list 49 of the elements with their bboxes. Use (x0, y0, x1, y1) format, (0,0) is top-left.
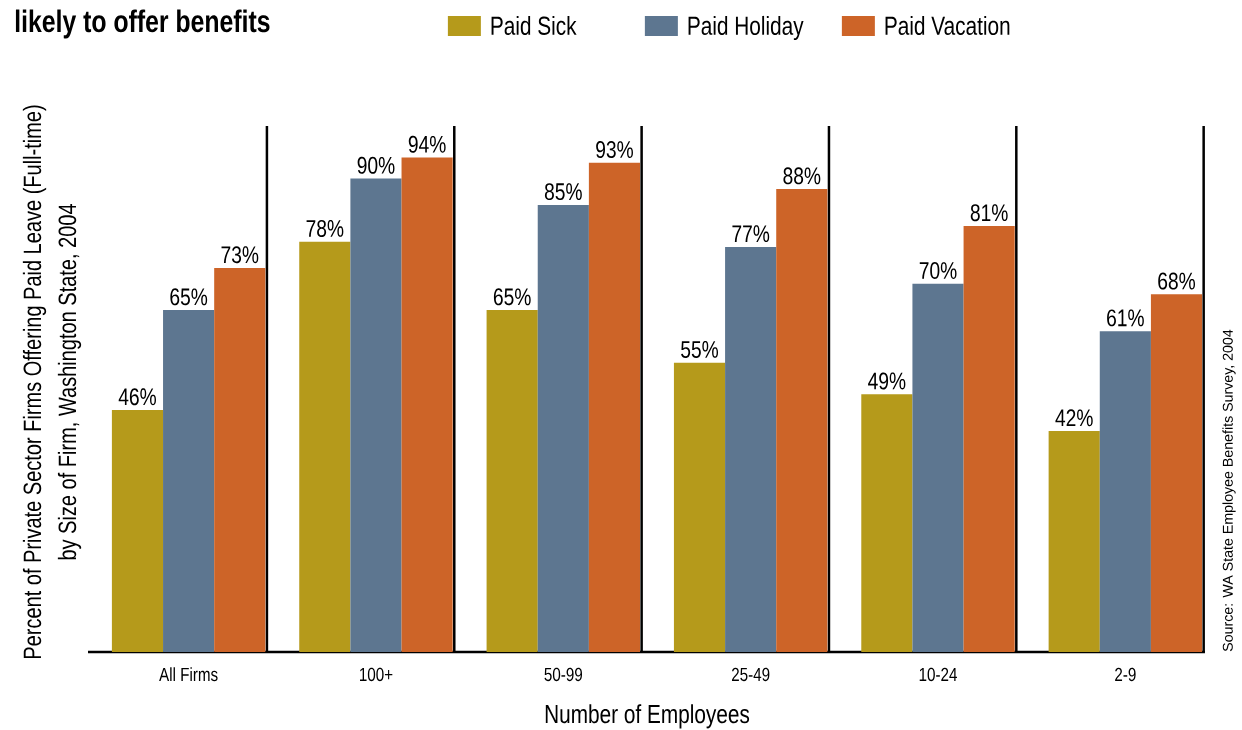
bar (963, 225, 1015, 652)
bar (486, 310, 538, 652)
data-label: 94% (408, 135, 446, 153)
data-label: 85% (544, 183, 582, 201)
data-label: 46% (118, 388, 156, 406)
data-label: 78% (306, 219, 344, 237)
data-label: 73% (221, 246, 259, 264)
data-label: 77% (732, 225, 770, 243)
legend-label: Paid Sick (491, 15, 577, 35)
data-label: 65% (170, 288, 208, 306)
legend-label: Paid Vacation (885, 15, 1010, 35)
bar (912, 283, 964, 652)
chart-title: likely to offer benefits (15, 9, 270, 39)
data-label: 42% (1055, 409, 1093, 427)
bar (111, 410, 164, 652)
data-label: 61% (1107, 309, 1144, 327)
bar (673, 362, 726, 652)
y-axis-title: Percent of Private Sector Firms Offering Paid Leave (Full-time) by Size of Firm, Washington State, 2004 (22, 105, 82, 659)
bar (1150, 294, 1203, 652)
data-label: 55% (681, 341, 719, 358)
bar (214, 268, 266, 652)
x-tick-label: 50-99 (544, 667, 583, 682)
x-tick-label: 10-24 (919, 667, 957, 682)
bar (163, 310, 215, 652)
x-tick-label: All Firms (159, 667, 218, 682)
bar (588, 162, 641, 652)
bar (725, 246, 777, 652)
bar (861, 394, 913, 652)
data-label: 90% (357, 156, 395, 174)
data-label: 68% (1158, 272, 1196, 290)
bar (537, 204, 589, 652)
x-tick-label: 100+ (360, 667, 393, 682)
x-axis-title: Number of Employees (545, 704, 750, 729)
data-label: 93% (596, 141, 633, 159)
data-label: 88% (783, 167, 821, 185)
bar (401, 157, 453, 652)
bar (1048, 431, 1100, 652)
bar (350, 178, 402, 652)
source-note: Source: WA State Employee Benefits Survey, 2004 (1222, 329, 1236, 652)
data-label: 49% (868, 372, 906, 390)
bar (1099, 331, 1151, 652)
x-tick-label: 2-9 (1115, 667, 1136, 682)
x-tick-label: 25-49 (731, 667, 770, 682)
data-label: 81% (970, 204, 1008, 222)
bar (299, 241, 351, 652)
data-label: 65% (493, 288, 531, 306)
legend-label: Paid Holiday (688, 15, 804, 41)
data-label: 70% (919, 262, 957, 280)
bar (776, 189, 828, 652)
